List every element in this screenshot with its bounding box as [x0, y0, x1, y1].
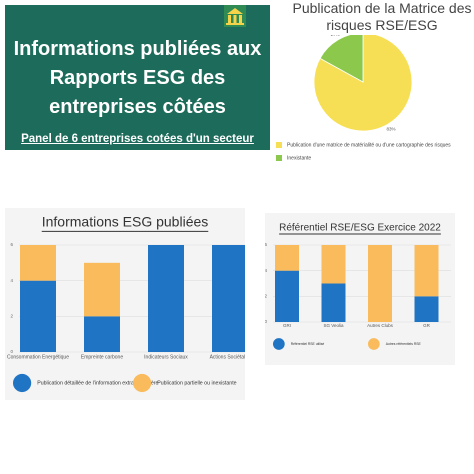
bar-segment — [148, 245, 184, 352]
chart-title: Informations ESG publiées — [42, 214, 209, 230]
header-panel: Informations publiées aux Rapports ESG d… — [5, 5, 270, 150]
legend-marker — [133, 373, 152, 393]
bar-segment — [20, 280, 56, 352]
legend-label: Autres référentiels RSE — [386, 342, 422, 346]
legend-marker — [273, 338, 285, 350]
x-tick-label: Actions Sociétales — [210, 354, 245, 360]
y-tick-label: 6 — [10, 242, 13, 247]
legend-label: Inexistante — [287, 155, 311, 161]
legend-marker — [368, 338, 380, 350]
y-tick-label: 2 — [265, 294, 267, 299]
x-tick-label: Autres Clubs — [367, 323, 394, 328]
chart-title: Publication de la Matrice des risques RS… — [292, 0, 472, 33]
x-tick-label: SG Veolia — [323, 323, 344, 328]
legend-label: Publication détaillée de l'information e… — [37, 380, 158, 386]
bar-chart: Informations ESG publiées 0 2 4 6 Consommatio… — [5, 208, 245, 400]
y-tick-label: 0 — [10, 349, 13, 354]
bar-segment — [321, 245, 346, 284]
bar-segment — [321, 283, 346, 322]
bar-segment — [84, 316, 120, 352]
bar-segment — [368, 245, 392, 322]
x-tick-label: Consommation Energétique — [7, 354, 69, 360]
y-tick-label: 6 — [265, 242, 267, 247]
value-label: 17% — [330, 35, 339, 37]
x-tick-label: GR — [423, 323, 431, 328]
legend-marker — [276, 155, 282, 161]
chart-title: Référentiel RSE/ESG Exercice 2022 — [279, 223, 441, 234]
bar-segment — [414, 245, 439, 297]
pie-slice — [319, 35, 364, 83]
y-tick-label: 2 — [10, 314, 13, 319]
y-tick-label: 0 — [265, 319, 267, 324]
icon — [224, 5, 246, 27]
header-subtitle: Panel de 6 entreprises cotées d'un secte… — [21, 133, 254, 145]
legend-label: Publication partielle ou inexistante — [157, 380, 236, 386]
x-tick-label: Indicateurs Sociaux — [144, 354, 188, 360]
legend-label: Publication d'une matrice de matérialité… — [287, 142, 451, 148]
value-label: 83% — [386, 127, 395, 132]
legend-marker — [276, 142, 282, 148]
bar-segment — [414, 296, 439, 322]
bar-segment — [275, 245, 299, 271]
pie-chart: 83% Publication d'une matrice de matérial… — [276, 35, 451, 161]
legend-marker — [13, 373, 32, 393]
bar-segment — [20, 245, 56, 281]
bar-segment — [84, 262, 120, 317]
bar-chart: Référentiel RSE/ESG Exercice 2022 0 2 4 6 GRI… — [265, 213, 455, 365]
bar-segment — [212, 245, 245, 352]
y-tick-label: 4 — [265, 268, 267, 273]
x-tick-label: GRI — [283, 323, 291, 328]
bar-segment — [275, 270, 299, 322]
x-tick-label: Empreinte carbone — [81, 354, 123, 360]
y-tick-label: 4 — [10, 278, 13, 283]
legend-label: Référentiel RSE utilisé — [291, 342, 325, 346]
header-title: Informations publiées aux Rapports ESG d… — [13, 38, 262, 118]
pie-slice — [313, 35, 413, 132]
